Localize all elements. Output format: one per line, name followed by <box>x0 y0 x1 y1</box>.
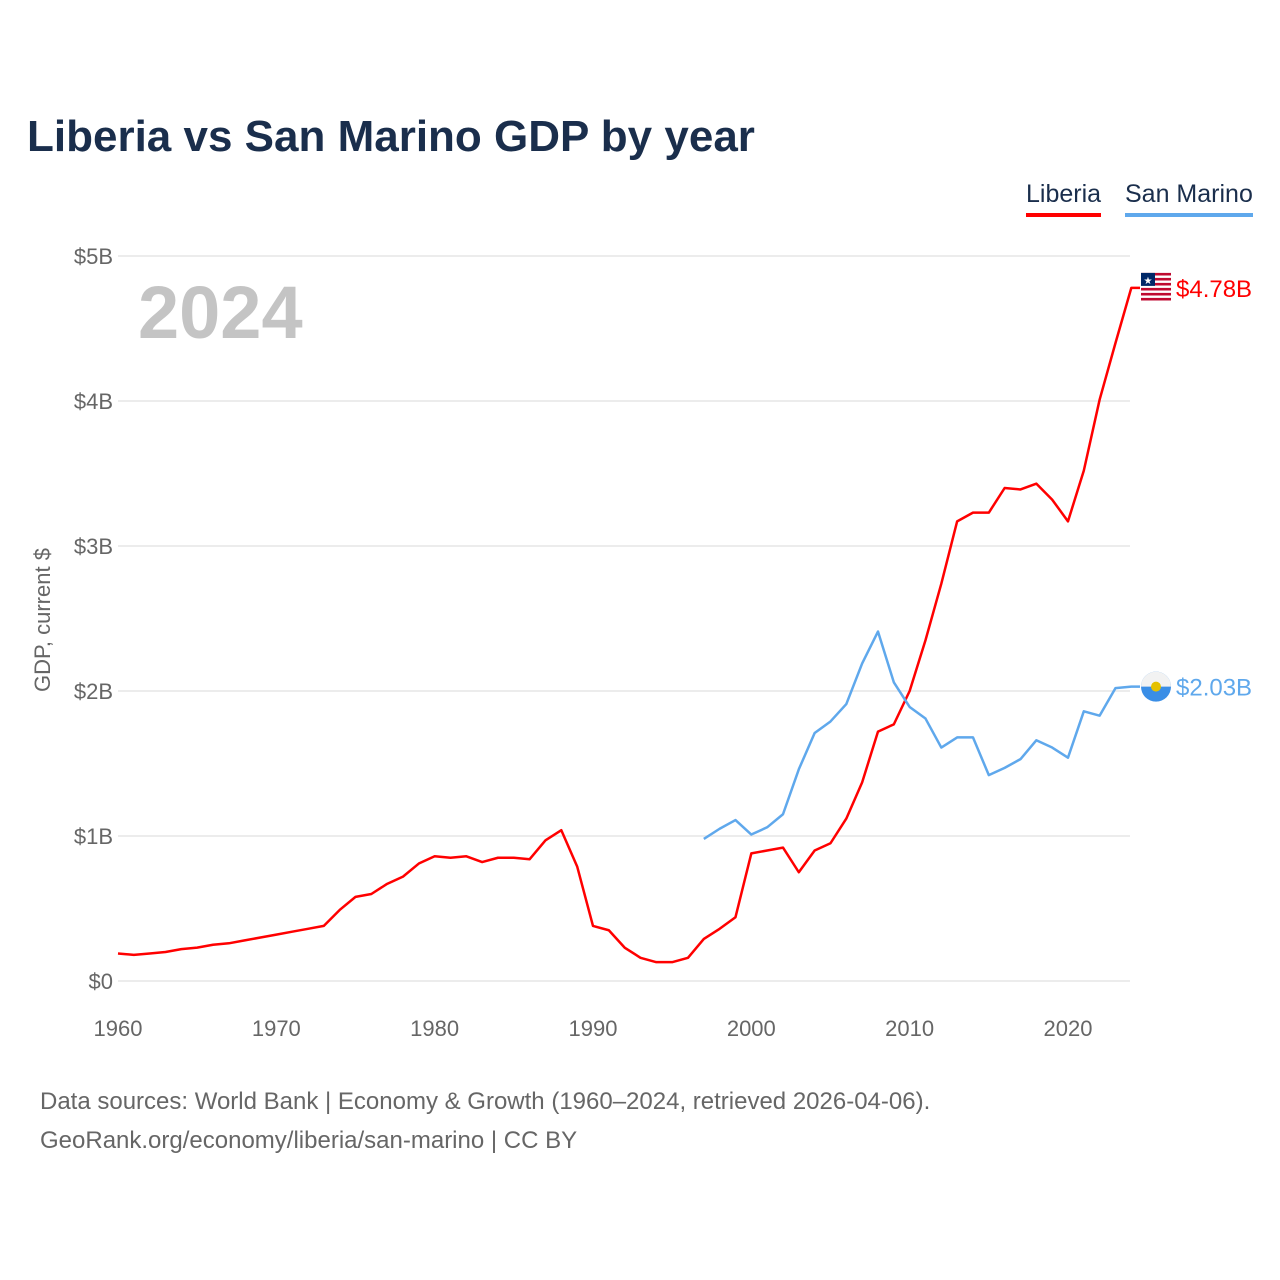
legend-liberia[interactable]: Liberia <box>1026 180 1102 217</box>
chart-title: Liberia vs San Marino GDP by year <box>27 112 755 161</box>
x-tick-label: 1960 <box>94 1016 143 1041</box>
flag-stripe <box>1141 287 1171 291</box>
x-tick-label: 1990 <box>569 1016 618 1041</box>
y-tick-label: $4B <box>74 389 113 414</box>
x-tick-label: 1980 <box>410 1016 459 1041</box>
x-tick-label: 1970 <box>252 1016 301 1041</box>
end-value-label: $4.78B <box>1176 276 1252 303</box>
year-watermark: 2024 <box>138 271 303 354</box>
end-value-label: $2.03B <box>1176 675 1252 702</box>
footer-sources: Data sources: World Bank | Economy & Gro… <box>40 1088 931 1115</box>
flag-emblem <box>1151 681 1161 692</box>
flag-stripe <box>1141 297 1171 301</box>
series-line-liberia <box>117 286 1140 964</box>
footer: Data sources: World Bank | Economy & Gro… <box>40 1082 930 1160</box>
y-axis-label: GDP, current $ <box>30 548 55 692</box>
flag-star: ★ <box>1144 276 1153 287</box>
flag-stripe <box>1141 277 1171 281</box>
x-tick-label: 2020 <box>1044 1016 1093 1041</box>
x-tick-label: 2000 <box>727 1016 776 1041</box>
flag-stripe <box>1141 282 1171 286</box>
flag-top-half <box>1141 671 1171 687</box>
y-tick-label: $2B <box>74 679 113 704</box>
legend-san-marino[interactable]: San Marino <box>1125 180 1253 217</box>
y-tick-label: $1B <box>74 824 113 849</box>
x-tick-label: 2010 <box>885 1016 934 1041</box>
flag-stripe <box>1141 272 1171 276</box>
footer-link[interactable]: GeoRank.org/economy/liberia/san-marino |… <box>40 1127 578 1154</box>
flag-canton <box>1141 272 1155 286</box>
series-line-san-marino <box>703 630 1140 840</box>
flag-stripe <box>1141 292 1171 296</box>
y-tick-label: $0 <box>89 969 113 994</box>
y-tick-label: $5B <box>74 244 113 269</box>
y-tick-label: $3B <box>74 534 113 559</box>
